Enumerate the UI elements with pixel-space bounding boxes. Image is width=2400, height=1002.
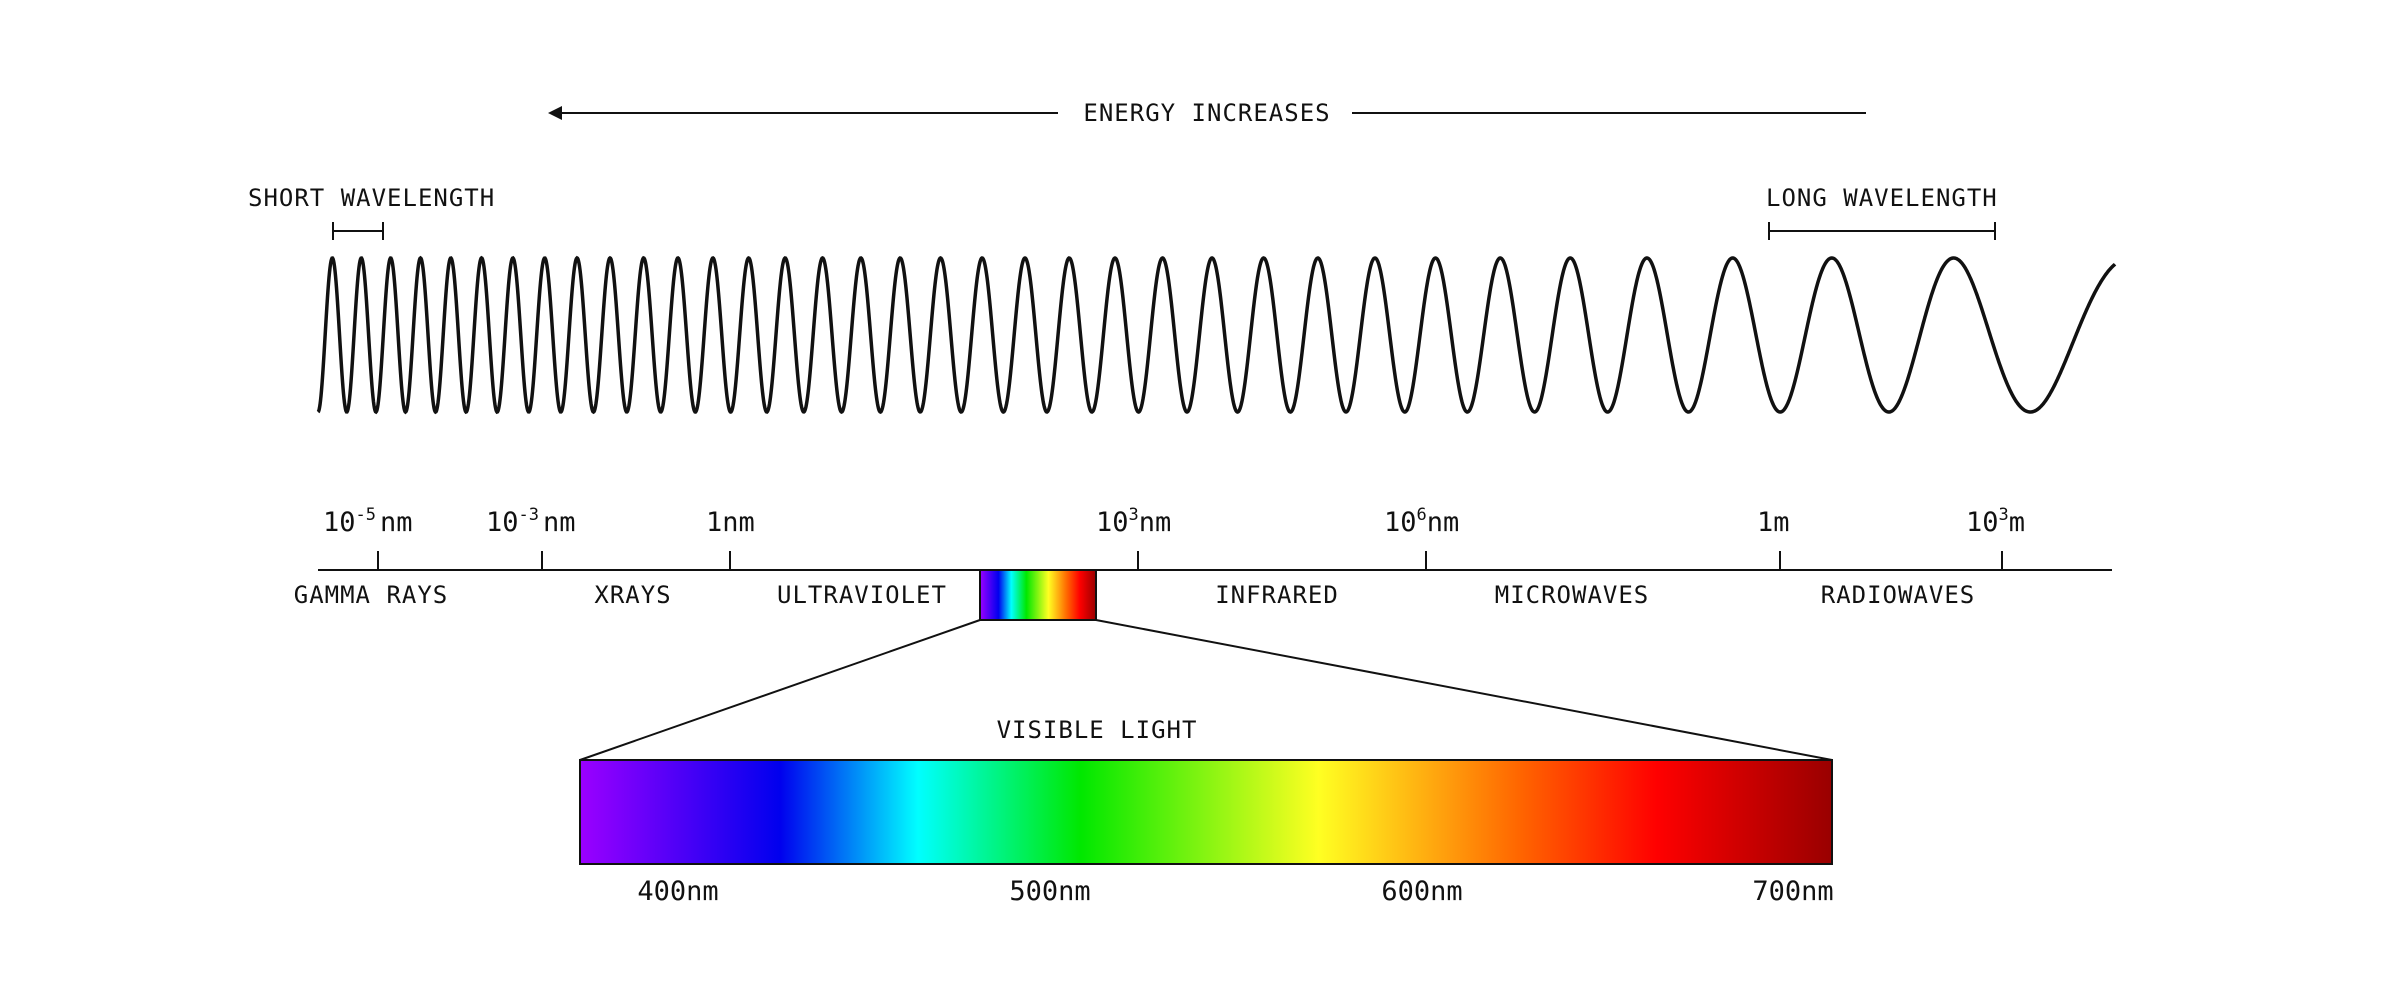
band-label-radiowaves: RADIOWAVES [1821, 581, 1976, 609]
long-wavelength-marker: LONG WAVELENGTH [1766, 184, 1998, 240]
scale-tick-label: 106nm [1384, 505, 1459, 538]
band-label-infrared: INFRARED [1215, 581, 1339, 609]
scale-tick-label: 103m [1966, 505, 2025, 538]
long-wavelength-label: LONG WAVELENGTH [1766, 184, 1998, 212]
energy-increases-label: ENERGY INCREASES [1083, 99, 1330, 127]
visible-tick-label: 400nm [637, 876, 718, 907]
visible-tick-label: 700nm [1752, 876, 1833, 907]
band-label-microwaves: MICROWAVES [1495, 581, 1650, 609]
scale-tick-labels: 10-5 nm 10-3 nm 1nm 103nm 106nm 1m 103m [323, 505, 2025, 538]
visible-tick-labels: 400nm 500nm 600nm 700nm [637, 876, 1833, 907]
energy-arrow: ENERGY INCREASES [548, 99, 1866, 127]
band-label-gamma-rays: GAMMA RAYS [294, 581, 449, 609]
band-labels: GAMMA RAYS XRAYS ULTRAVIOLET INFRARED MI… [294, 581, 1976, 609]
scale-tick-marks [377, 551, 2003, 570]
scale-tick-label: 103nm [1096, 505, 1171, 538]
visible-band-small [979, 569, 1097, 621]
scale-tick-label: 1m [1757, 507, 1790, 538]
short-wavelength-marker: SHORT WAVELENGTH [248, 184, 495, 240]
visible-tick-label: 600nm [1381, 876, 1462, 907]
short-wavelength-label: SHORT WAVELENGTH [248, 184, 495, 212]
band-label-xrays: XRAYS [594, 581, 671, 609]
band-label-ultraviolet: ULTRAVIOLET [777, 581, 947, 609]
visible-tick-label: 500nm [1009, 876, 1090, 907]
zoom-line-left [579, 619, 981, 761]
scale-tick-label: 1nm [706, 507, 755, 538]
visible-light-label: VISIBLE LIGHT [997, 716, 1198, 744]
scale-tick-label: 10-3 nm [486, 505, 576, 538]
scale-tick-label: 10-5 nm [323, 505, 413, 538]
wave-curve [316, 255, 2117, 415]
visible-spectrum-bar [579, 759, 1833, 865]
zoom-line-right [1095, 619, 1833, 761]
energy-arrowhead [548, 106, 562, 120]
